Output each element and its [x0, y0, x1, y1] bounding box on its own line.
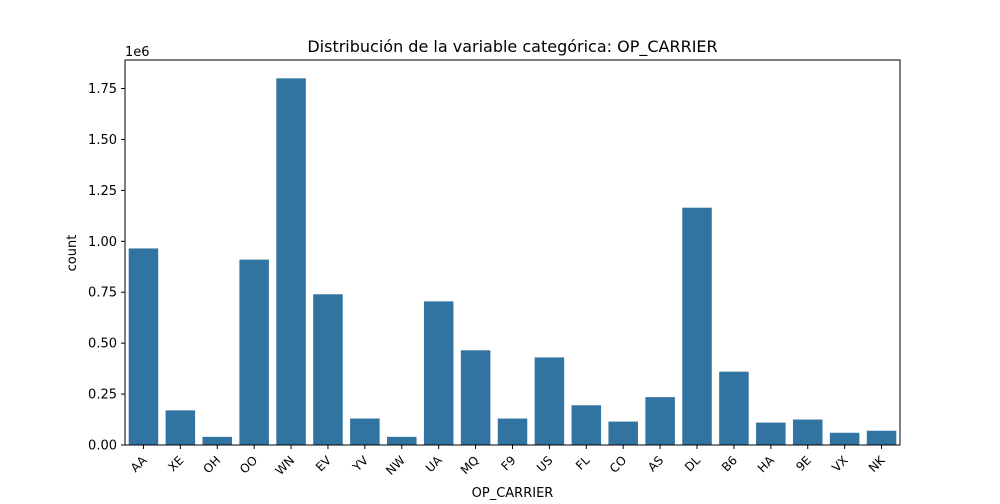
y-axis-label: count: [65, 235, 80, 272]
bar-oo: [239, 259, 269, 445]
x-axis: AA XE OH OO WN EV YV NW UA MQ F9 US FL CO AS DL B6 HA 9E VX…: [128, 445, 889, 478]
x-tick-label: B6: [719, 453, 740, 474]
x-tick-label: 9E: [793, 453, 814, 474]
y-tick-label: 0.50: [88, 337, 117, 352]
x-tick-label: AS: [645, 453, 666, 474]
bar-fl: [571, 405, 602, 445]
y-tick-label: 0.25: [88, 388, 117, 403]
bar-vx: [829, 432, 860, 445]
x-tick-label: FL: [573, 453, 593, 473]
x-tick-label: NK: [866, 452, 889, 475]
x-tick-label: WN: [273, 453, 298, 478]
x-tick-label: OO: [237, 453, 260, 476]
x-tick-label: EV: [313, 453, 335, 475]
bar-us: [534, 357, 565, 445]
y-tick-label: 1.00: [88, 235, 117, 250]
y-tick-label: 1.50: [88, 133, 117, 148]
bar-ev: [313, 294, 343, 445]
bar-ha: [756, 422, 786, 445]
y-tick-label: 1.25: [88, 184, 117, 199]
x-tick-label: NW: [383, 453, 408, 478]
chart-title: Distribución de la variable categórica: …: [307, 37, 717, 57]
x-tick-label: VX: [829, 453, 851, 475]
y-scale-label: 1e6: [125, 45, 150, 60]
bar-co: [608, 421, 638, 445]
x-tick-label: HA: [755, 453, 778, 476]
x-tick-label: US: [534, 453, 556, 475]
bar-f9: [497, 418, 528, 445]
x-tick-label: CO: [607, 453, 630, 476]
bar-as: [645, 397, 675, 445]
bar-dl: [682, 207, 712, 445]
x-tick-label: AA: [128, 453, 150, 475]
bars-group: [128, 78, 897, 445]
x-tick-label: F9: [498, 453, 518, 473]
bar-9e: [792, 419, 823, 445]
bar-wn: [276, 78, 306, 445]
x-tick-label: UA: [423, 453, 445, 475]
x-axis-label: OP_CARRIER: [472, 486, 554, 500]
x-tick-label: YV: [349, 453, 371, 475]
bar-mq: [460, 350, 491, 445]
bar-oh: [202, 436, 233, 445]
x-tick-label: OH: [200, 453, 223, 476]
bar-xe: [165, 410, 196, 445]
bar-nw: [387, 436, 417, 445]
bar-yv: [350, 418, 380, 445]
plot-frame: [124, 59, 901, 446]
y-tick-label: 0.75: [88, 286, 117, 301]
y-axis: 0.00 0.25 0.50 0.75 1.00 1.25 1.50 1.75: [88, 82, 125, 454]
x-tick-label: XE: [165, 453, 186, 474]
x-tick-label: DL: [682, 453, 703, 474]
y-tick-label: 0.00: [88, 439, 117, 454]
bar-ua: [423, 301, 454, 445]
y-tick-label: 1.75: [88, 82, 117, 97]
bar-nk: [866, 430, 897, 445]
bar-aa: [128, 248, 159, 445]
bar-b6: [719, 371, 749, 445]
x-tick-label: MQ: [458, 453, 482, 477]
